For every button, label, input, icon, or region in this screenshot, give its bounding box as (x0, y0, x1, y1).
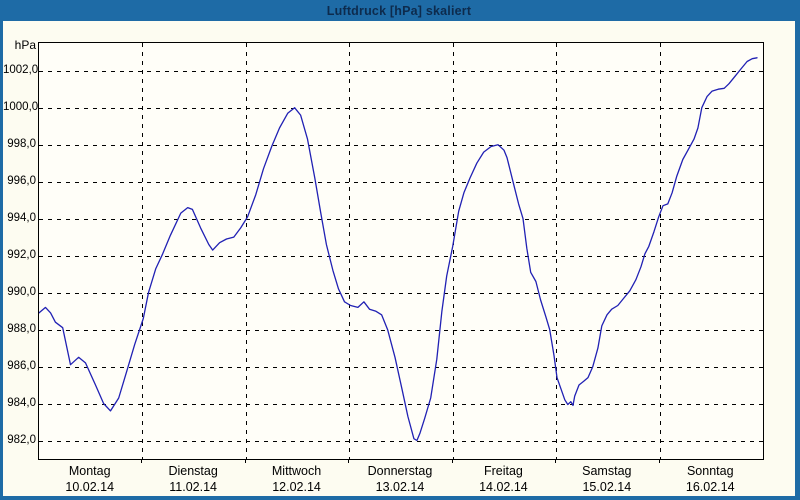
window-title: Luftdruck [hPa] skaliert (326, 3, 472, 18)
weekday-label: Mittwoch (271, 464, 322, 478)
y-tick-label-990: 990,0 (7, 285, 36, 298)
x-axis-tick-1 (141, 459, 142, 463)
day-label-3: Mittwoch 12.02.14 (245, 464, 348, 496)
day-label-1: Montag 10.02.14 (38, 464, 141, 496)
y-tick-label-982: 982,0 (7, 433, 36, 446)
pressure-curve (39, 57, 758, 442)
y-tick-label-988: 988,0 (7, 322, 36, 335)
date-label: 13.02.14 (375, 479, 425, 494)
y-tick-label-1000: 1000,0 (3, 100, 39, 113)
date-label: 12.02.14 (272, 479, 321, 494)
y-tick-label-998: 998,0 (7, 137, 36, 150)
weekday-label: Freitag (483, 464, 523, 478)
day-label-5: Freitag 14.02.14 (452, 464, 555, 496)
x-axis-tick-4 (452, 459, 453, 463)
plot-area (38, 42, 764, 460)
pressure-line-chart (39, 43, 763, 459)
y-tick-label-996: 996,0 (7, 174, 36, 187)
weekday-label: Dienstag (168, 464, 218, 478)
y-tick-label-992: 992,0 (7, 248, 36, 261)
day-label-2: Dienstag 11.02.14 (141, 464, 244, 496)
date-label: 11.02.14 (169, 479, 217, 494)
weekday-label: Sonntag (686, 464, 734, 478)
y-tick-label-986: 986,0 (7, 359, 36, 372)
x-axis-tick-6 (659, 459, 660, 463)
date-label: 15.02.14 (582, 479, 632, 494)
weekday-label: Samstag (582, 464, 632, 478)
x-axis-day-labels: Montag 10.02.14 Dienstag 11.02.14 Mittwoch 12… (38, 464, 762, 496)
day-label-7: Sonntag 16.02.14 (659, 464, 762, 496)
title-bar[interactable]: Luftdruck [hPa] skaliert (3, 0, 795, 21)
y-tick-label-1002: 1002,0 (3, 63, 39, 76)
x-axis-tick-2 (245, 459, 246, 463)
y-tick-label-984: 984,0 (7, 396, 36, 409)
day-label-4: Donnerstag 13.02.14 (348, 464, 451, 496)
x-axis-ticks (38, 459, 762, 464)
date-label: 10.02.14 (65, 479, 115, 494)
y-tick-label-994: 994,0 (7, 211, 36, 224)
date-label: 16.02.14 (685, 479, 735, 494)
date-label: 14.02.14 (479, 479, 528, 494)
y-axis-unit-label: hPa (14, 38, 36, 52)
chart-region: hPa 1002,0 1000,0 998,0 996,0 994,0 992,0 990,… (3, 21, 795, 496)
x-axis-tick-3 (348, 459, 349, 463)
x-axis-tick-5 (555, 459, 556, 463)
day-label-6: Samstag 15.02.14 (555, 464, 658, 496)
weekday-label: Donnerstag (367, 464, 433, 478)
weekday-label: Montag (68, 464, 111, 478)
